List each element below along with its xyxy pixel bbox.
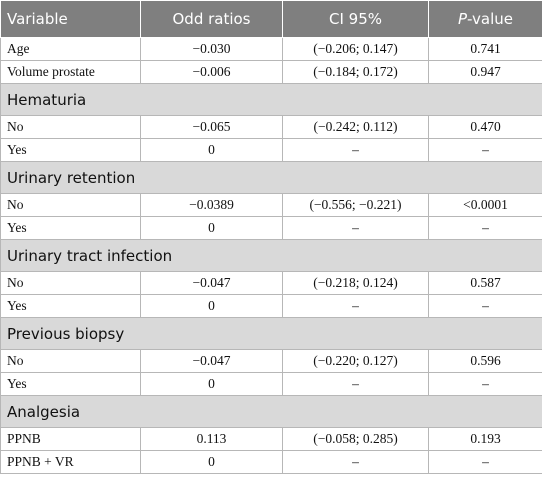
cell-variable: No — [0, 193, 141, 217]
cell-p-value: – — [428, 294, 542, 318]
cell-ci-95: – — [282, 138, 429, 162]
cell-odd-ratio: −0.0389 — [140, 193, 283, 217]
cell-variable: PPNB + VR — [0, 450, 141, 474]
header-row: Variable Odd ratios CI 95% P-value — [0, 0, 542, 38]
cell-p-value: <0.0001 — [428, 193, 542, 217]
table-body: Age −0.030 (−0.206; 0.147) 0.741 Volume pros… — [0, 37, 542, 474]
table-row: PPNB + VR 0– – — [0, 450, 542, 474]
cell-odd-ratio: 0 — [140, 138, 283, 162]
cell-ci-95: – — [282, 294, 429, 318]
table-row: Yes 0– – — [0, 372, 542, 396]
header-p-italic: P — [457, 10, 468, 28]
cell-odd-ratio: 0 — [140, 216, 283, 240]
cell-odd-ratio: 0 — [140, 450, 283, 474]
table-row: No −0.047 (−0.220; 0.127) 0.596 — [0, 349, 542, 373]
cell-ci-95: (−0.556; −0.221) — [282, 193, 429, 217]
section-row: Urinary tract infection — [0, 239, 542, 272]
cell-p-value: 0.741 — [428, 37, 542, 61]
table-row: Yes 0– – — [0, 294, 542, 318]
cell-odd-ratio: −0.030 — [140, 37, 283, 61]
cell-odd-ratio: −0.047 — [140, 271, 283, 295]
cell-ci-95: (−0.206; 0.147) — [282, 37, 429, 61]
cell-ci-95: (−0.184; 0.172) — [282, 60, 429, 84]
cell-ci-95: (−0.220; 0.127) — [282, 349, 429, 373]
header-variable: Variable — [0, 0, 141, 38]
cell-ci-95: (−0.242; 0.112) — [282, 115, 429, 139]
cell-ci-95: (−0.058; 0.285) — [282, 427, 429, 451]
cell-odd-ratio: 0 — [140, 294, 283, 318]
cell-p-value: 0.947 — [428, 60, 542, 84]
cell-variable: No — [0, 115, 141, 139]
table-row: Yes 0– – — [0, 138, 542, 162]
section-label: Urinary retention — [0, 161, 542, 194]
table-row: No −0.047 (−0.218; 0.124) 0.587 — [0, 271, 542, 295]
section-label: Urinary tract infection — [0, 239, 542, 272]
cell-variable: No — [0, 349, 141, 373]
cell-odd-ratio: −0.006 — [140, 60, 283, 84]
section-row: Urinary retention — [0, 161, 542, 194]
cell-p-value: 0.596 — [428, 349, 542, 373]
section-row: Hematuria — [0, 83, 542, 116]
table-row: Volume prostate −0.006 (−0.184; 0.172) 0.94… — [0, 60, 542, 84]
cell-variable: No — [0, 271, 141, 295]
cell-variable: Yes — [0, 138, 141, 162]
cell-ci-95: (−0.218; 0.124) — [282, 271, 429, 295]
cell-variable: Yes — [0, 294, 141, 318]
cell-odd-ratio: −0.065 — [140, 115, 283, 139]
header-odd-ratios: Odd ratios — [140, 0, 283, 38]
header-ci-95: CI 95% — [282, 0, 429, 38]
header-p-suffix: -value — [467, 10, 514, 28]
table-row: No −0.065 (−0.242; 0.112) 0.470 — [0, 115, 542, 139]
cell-ci-95: – — [282, 216, 429, 240]
section-label: Analgesia — [0, 395, 542, 428]
section-label: Previous biopsy — [0, 317, 542, 350]
cell-p-value: 0.470 — [428, 115, 542, 139]
cell-ci-95: – — [282, 450, 429, 474]
cell-odd-ratio: 0 — [140, 372, 283, 396]
cell-p-value: – — [428, 138, 542, 162]
cell-odd-ratio: 0.113 — [140, 427, 283, 451]
cell-variable: Yes — [0, 372, 141, 396]
cell-p-value: – — [428, 216, 542, 240]
cell-p-value: 0.587 — [428, 271, 542, 295]
cell-variable: Yes — [0, 216, 141, 240]
cell-p-value: – — [428, 450, 542, 474]
cell-odd-ratio: −0.047 — [140, 349, 283, 373]
cell-ci-95: – — [282, 372, 429, 396]
table-row: Yes 0– – — [0, 216, 542, 240]
cell-p-value: 0.193 — [428, 427, 542, 451]
cell-variable: PPNB — [0, 427, 141, 451]
header-p-value: P-value — [428, 0, 542, 38]
cell-p-value: – — [428, 372, 542, 396]
cell-variable: Volume prostate — [0, 60, 141, 84]
section-row: Previous biopsy — [0, 317, 542, 350]
section-row: Analgesia — [0, 395, 542, 428]
section-label: Hematuria — [0, 83, 542, 116]
results-table: Variable Odd ratios CI 95% P-value Age −0… — [0, 0, 542, 474]
table-row: Age −0.030 (−0.206; 0.147) 0.741 — [0, 37, 542, 61]
table-row: No −0.0389 (−0.556; −0.221) <0.0001 — [0, 193, 542, 217]
cell-variable: Age — [0, 37, 141, 61]
table-row: PPNB 0.113 (−0.058; 0.285) 0.193 — [0, 427, 542, 451]
